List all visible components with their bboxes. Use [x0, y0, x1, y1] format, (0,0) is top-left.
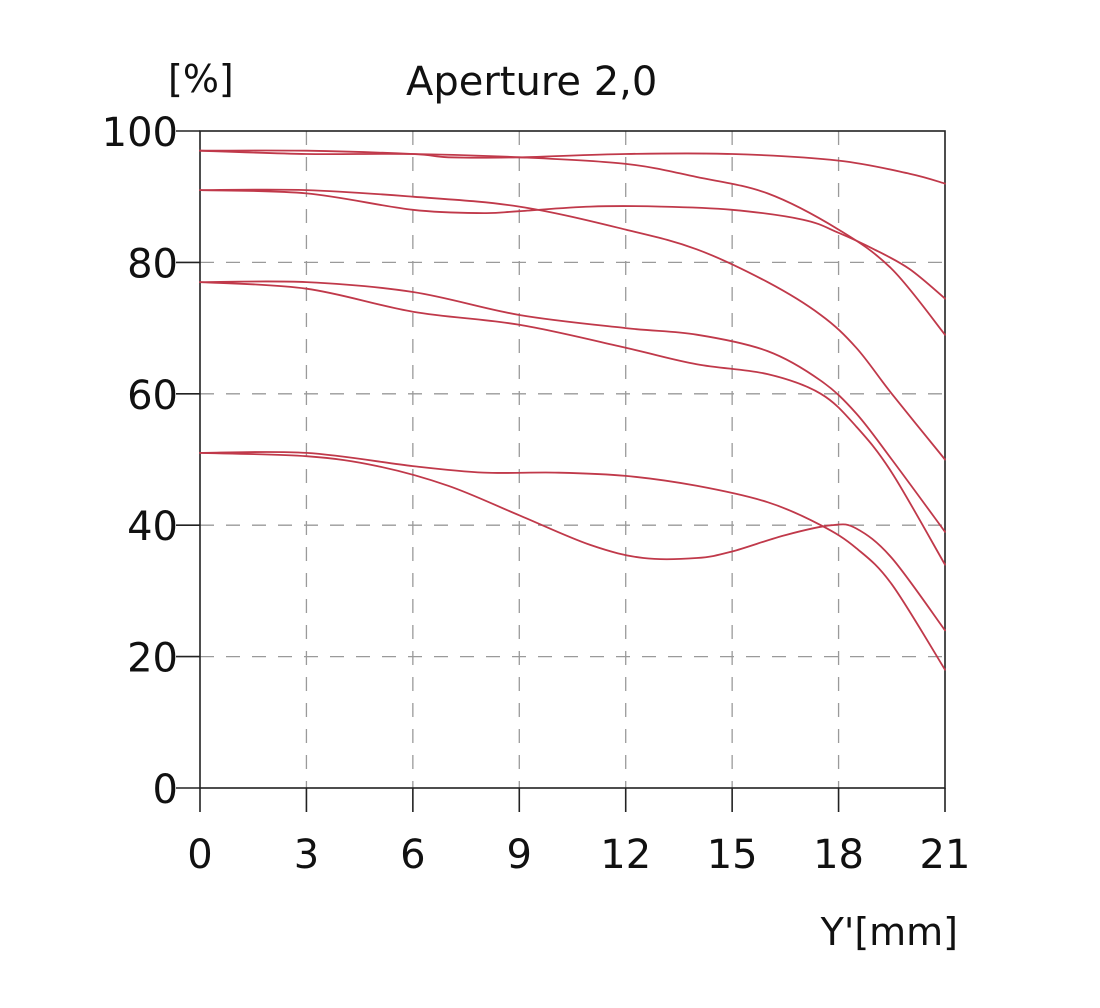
x-tick-label-3: 9	[507, 832, 532, 878]
mtf-curves	[199, 149, 946, 671]
y-tick-label-1: 20	[127, 636, 178, 682]
y-tick-label-0: 0	[153, 767, 178, 813]
mtf-curve-1	[199, 149, 946, 185]
x-tick-label-4: 12	[600, 832, 651, 878]
mtf-curve-2	[199, 149, 946, 336]
mtf-curve-8	[199, 452, 946, 632]
x-tick-label-7: 21	[920, 832, 971, 878]
x-tick-label-1: 3	[294, 832, 319, 878]
axis-ticks: 0 3 6 9 12 15 18 21 0 20 40 60 80 100	[102, 110, 971, 878]
x-tick-label-5: 15	[707, 832, 758, 878]
x-tick-label-0: 0	[187, 832, 212, 878]
grid-lines	[200, 131, 945, 788]
mtf-curve-6	[199, 281, 946, 566]
mtf-curve-4	[199, 188, 946, 461]
x-tick-label-2: 6	[400, 832, 425, 878]
y-axis-unit-label: [%]	[168, 57, 234, 101]
y-tick-label-3: 60	[127, 373, 178, 419]
y-tick-label-2: 40	[127, 504, 178, 550]
mtf-curve-7	[199, 451, 946, 671]
chart-title: Aperture 2,0	[406, 59, 657, 105]
y-tick-label-4: 80	[127, 241, 178, 287]
mtf-curve-5	[199, 280, 946, 533]
x-tick-label-6: 18	[813, 832, 864, 878]
y-tick-label-5: 100	[102, 110, 178, 156]
x-axis-label: Y'[mm]	[820, 910, 958, 954]
mtf-curve-3	[199, 189, 946, 300]
